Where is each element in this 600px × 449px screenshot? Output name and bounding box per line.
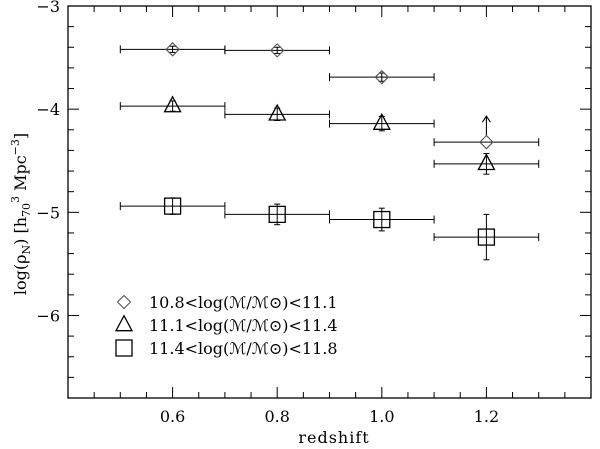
error-bars — [119, 45, 540, 261]
square-marker — [163, 197, 182, 215]
y-tick-label: −3 — [36, 0, 60, 16]
y-tick-label: −6 — [36, 306, 60, 325]
diamond-marker — [374, 69, 390, 85]
x-axis-label: redshift — [298, 428, 369, 447]
square-marker — [373, 210, 391, 229]
legend-square-marker — [115, 339, 133, 357]
diamond-marker — [479, 134, 494, 150]
y-label-sub2: 70 — [20, 203, 33, 217]
x-tick-label: 0.6 — [160, 407, 185, 426]
legend: 10.8<log(ℳ/ℳ⊙)<11.1 11.1<log(ℳ/ℳ⊙)<11.4 11… — [114, 293, 338, 358]
legend-entry-label: 11.1<log(ℳ/ℳ⊙)<11.4 — [149, 316, 338, 335]
square-marker — [477, 228, 496, 246]
x-tick-label: 0.8 — [264, 407, 289, 426]
legend-entry-label: 10.8<log(ℳ/ℳ⊙)<11.1 — [149, 293, 338, 312]
axis-ticks — [67, 5, 592, 399]
legend-diamond-marker — [116, 294, 132, 310]
triangle-marker — [372, 112, 391, 130]
triangle-marker — [477, 153, 496, 171]
diamond-marker — [269, 43, 285, 58]
y-label-unit: Mpc — [11, 155, 30, 196]
diamond-marker — [165, 42, 180, 57]
x-tick-label: 1.2 — [474, 407, 499, 426]
y-tick-label: −4 — [36, 100, 60, 119]
data-markers — [163, 42, 496, 246]
triangle-marker — [163, 95, 182, 113]
triangle-marker — [268, 103, 287, 121]
y-label-sup2: −3 — [9, 139, 22, 155]
square-marker — [268, 205, 286, 224]
lower-limit-arrowhead — [481, 115, 491, 123]
y-tick-label: −5 — [36, 203, 60, 222]
tick-labels: 0.6 0.8 1.0 1.2 −3 −4 −5 −6 — [36, 0, 499, 426]
legend-entry-label: 11.4<log(ℳ/ℳ⊙)<11.8 — [149, 339, 338, 358]
y-label-sup: 3 — [9, 196, 22, 203]
y-label-sub: N — [20, 245, 33, 255]
y-label-close: ] — [11, 133, 30, 139]
legend-triangle-marker — [114, 314, 134, 332]
y-label-mid: ) [h — [11, 217, 30, 245]
y-label-open: log(ρ — [11, 255, 30, 296]
y-axis-label: log(ρN) [h703 Mpc−3] — [9, 133, 33, 295]
x-tick-label: 1.0 — [369, 407, 394, 426]
